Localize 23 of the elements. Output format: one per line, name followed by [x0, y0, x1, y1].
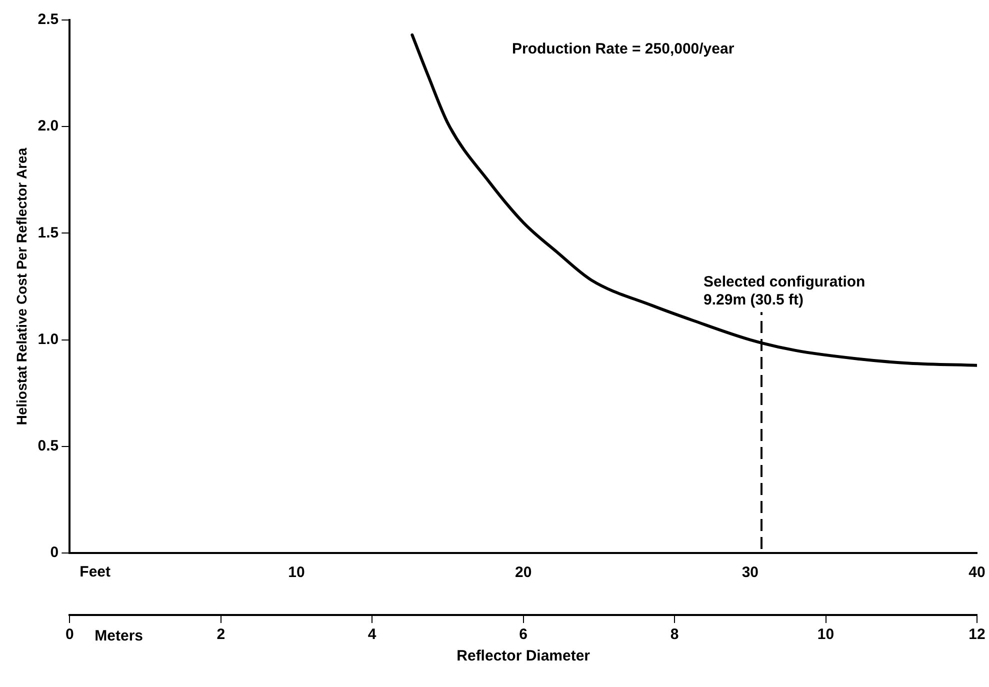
x-axis-title: Feet: [80, 564, 110, 581]
x2-tick-label: 2: [216, 626, 226, 644]
y-tick-label: 0: [50, 544, 59, 562]
y-axis-title: Heliostat Relative Cost Per Reflector Area: [13, 148, 30, 426]
x2-tick-label: 4: [368, 626, 377, 644]
x2-tick-label: 12: [968, 626, 986, 644]
ref-line-label: Selected configuration 9.29m (30.5 ft): [704, 274, 866, 309]
text: Reflector Diameter: [456, 648, 590, 665]
y-tick-label: 0.5: [38, 438, 59, 455]
x2-tick-label: 10: [817, 626, 834, 644]
x2-tick-label: 0: [65, 626, 74, 644]
x2-tick-label: 8: [670, 626, 679, 644]
x-tick-label: 40: [968, 564, 986, 582]
x2-axis-title: Meters: [94, 628, 144, 645]
y-tick-label: 1.0: [38, 330, 59, 348]
y-tick-label: 2.5: [38, 11, 59, 28]
x-tick-label: 30: [742, 564, 759, 582]
annotation: Production Rate = 250,000/year: [512, 40, 734, 58]
y-tick-label: 2.0: [38, 118, 59, 135]
x-tick-label: 20: [514, 564, 532, 582]
x-tick-label: 10: [288, 564, 305, 582]
y-tick-label: 1.5: [38, 224, 59, 242]
x2-tick-label: 6: [519, 626, 528, 644]
